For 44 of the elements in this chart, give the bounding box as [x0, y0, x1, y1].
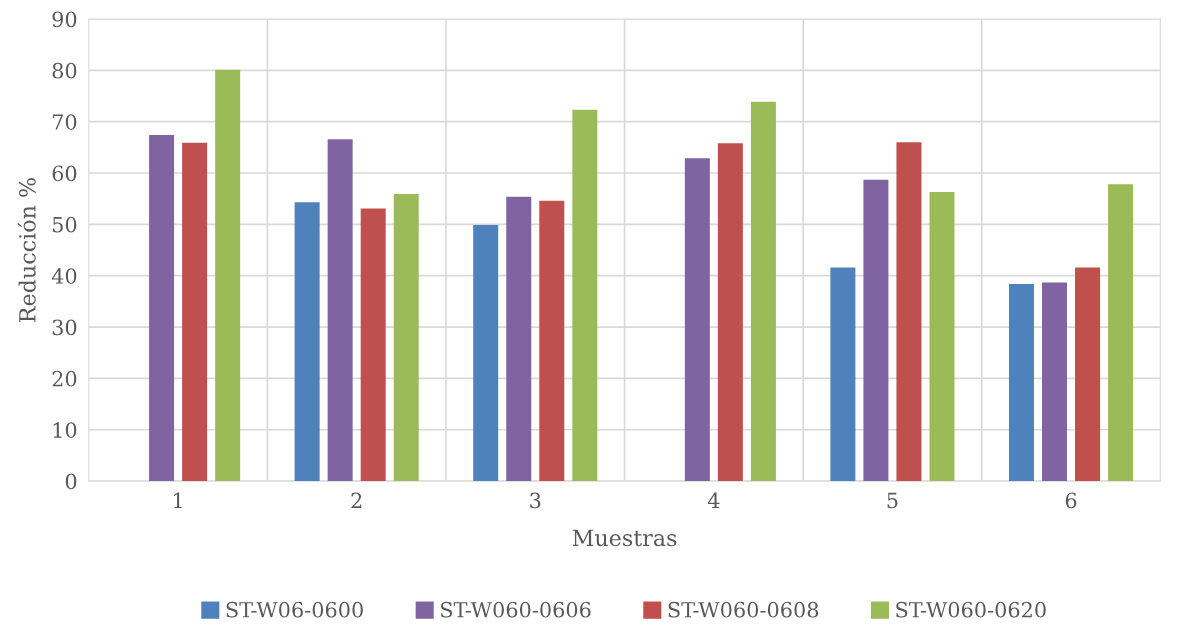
- y-tick-label: 50: [52, 216, 77, 233]
- legend-label: ST-W06-0600: [226, 601, 363, 618]
- x-axis-title: Muestras: [572, 529, 677, 547]
- x-tick-label: 4: [707, 492, 720, 509]
- bar: [896, 142, 922, 482]
- bar: [1108, 184, 1134, 482]
- bar: [360, 208, 386, 482]
- bar: [830, 267, 856, 482]
- bar: [750, 101, 776, 482]
- y-tick-label: 60: [52, 165, 77, 182]
- x-tick-label: 2: [351, 492, 362, 509]
- y-tick-label: 10: [53, 422, 77, 438]
- bar: [572, 109, 598, 482]
- legend-label: ST-W060-0608: [668, 601, 819, 618]
- bar: [684, 158, 710, 482]
- y-tick-label: 30: [52, 319, 77, 336]
- bar: [182, 142, 208, 482]
- y-tick-label: 40: [51, 268, 77, 284]
- y-tick-label: 80: [52, 62, 77, 79]
- bar: [294, 202, 320, 482]
- legend-label: ST-W060-0606: [441, 601, 591, 618]
- bar: [717, 143, 743, 482]
- y-tick-label: 20: [52, 370, 77, 387]
- bar: [506, 196, 532, 482]
- bar: [1075, 267, 1101, 482]
- y-tick-label: 70: [52, 114, 77, 130]
- legend-label: ST-W060-0620: [896, 601, 1046, 618]
- bar: [327, 139, 353, 482]
- bar: [393, 194, 419, 482]
- bar: [473, 224, 499, 482]
- bar: [863, 179, 889, 482]
- x-tick-label: 1: [174, 492, 182, 509]
- x-tick-label: 5: [887, 492, 898, 509]
- y-tick-label: 90: [52, 11, 77, 28]
- bar: [1042, 282, 1068, 482]
- x-tick-label: 3: [530, 492, 541, 509]
- bar: [149, 135, 175, 482]
- y-tick-label: 0: [65, 473, 77, 490]
- x-tick-label: 6: [1065, 492, 1077, 509]
- y-axis-title: Reducción %: [17, 178, 36, 322]
- bar: [929, 192, 955, 482]
- bar: [1008, 283, 1034, 482]
- bar: [215, 69, 241, 482]
- bar: [539, 200, 565, 482]
